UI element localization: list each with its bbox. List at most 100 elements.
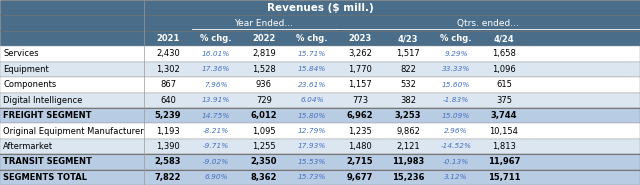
Text: 3,253: 3,253 (395, 111, 421, 120)
Text: -9.71%: -9.71% (203, 143, 229, 149)
Text: 6,012: 6,012 (251, 111, 277, 120)
Text: 10,154: 10,154 (490, 127, 518, 136)
Text: Original Equipment Manufacturer: Original Equipment Manufacturer (3, 127, 144, 136)
Text: 1,255: 1,255 (252, 142, 276, 151)
Text: 15.09%: 15.09% (442, 113, 470, 119)
Text: 2,121: 2,121 (396, 142, 420, 151)
Text: 4/23: 4/23 (397, 34, 419, 43)
Text: Aftermarket: Aftermarket (3, 142, 53, 151)
Text: Qtrs. ended...: Qtrs. ended... (457, 19, 519, 28)
Text: % chg.: % chg. (200, 34, 232, 43)
Text: 17.93%: 17.93% (298, 143, 326, 149)
Text: % chg.: % chg. (296, 34, 328, 43)
Text: 1,658: 1,658 (492, 49, 516, 58)
Text: 2,819: 2,819 (252, 49, 276, 58)
Text: 2023: 2023 (348, 34, 372, 43)
Text: 375: 375 (496, 96, 512, 105)
Bar (0, 123, 640, 139)
Text: 15.84%: 15.84% (298, 66, 326, 72)
Text: 4/24: 4/24 (493, 34, 515, 43)
Text: -0.13%: -0.13% (443, 159, 469, 165)
Text: % chg.: % chg. (440, 34, 472, 43)
Text: 9,862: 9,862 (396, 127, 420, 136)
Text: 3,744: 3,744 (491, 111, 517, 120)
Text: 14.75%: 14.75% (202, 113, 230, 119)
Text: 33.33%: 33.33% (442, 66, 470, 72)
Text: 11,983: 11,983 (392, 157, 424, 166)
Text: 936: 936 (256, 80, 272, 89)
Text: Services: Services (3, 49, 39, 58)
Bar (0, 77, 640, 92)
Text: 9.29%: 9.29% (444, 51, 468, 57)
Text: 822: 822 (400, 65, 416, 74)
Text: 6,962: 6,962 (347, 111, 373, 120)
Text: 729: 729 (256, 96, 272, 105)
Text: 615: 615 (496, 80, 512, 89)
Text: 6.90%: 6.90% (204, 174, 228, 180)
Text: 1,095: 1,095 (252, 127, 276, 136)
Text: 1,302: 1,302 (156, 65, 180, 74)
Text: 2,430: 2,430 (156, 49, 180, 58)
Text: 16.01%: 16.01% (202, 51, 230, 57)
Text: 1,157: 1,157 (348, 80, 372, 89)
Text: Year Ended...: Year Ended... (234, 19, 294, 28)
Text: -9.02%: -9.02% (203, 159, 229, 165)
Text: -8.21%: -8.21% (203, 128, 229, 134)
Text: 3.12%: 3.12% (444, 174, 468, 180)
Text: 2,715: 2,715 (347, 157, 373, 166)
Text: 773: 773 (352, 96, 368, 105)
Text: 1,517: 1,517 (396, 49, 420, 58)
Text: FREIGHT SEGMENT: FREIGHT SEGMENT (3, 111, 92, 120)
Text: TRANSIT SEGMENT: TRANSIT SEGMENT (3, 157, 92, 166)
Bar (0, 31, 640, 46)
Text: 15.53%: 15.53% (298, 159, 326, 165)
Text: 1,096: 1,096 (492, 65, 516, 74)
Text: 2,583: 2,583 (155, 157, 181, 166)
Text: 15,236: 15,236 (392, 173, 424, 182)
Text: 12.79%: 12.79% (298, 128, 326, 134)
Text: 1,770: 1,770 (348, 65, 372, 74)
Text: Digital Intelligence: Digital Intelligence (3, 96, 83, 105)
Text: 23.61%: 23.61% (298, 82, 326, 88)
Text: 9,677: 9,677 (347, 173, 373, 182)
Bar (0, 108, 640, 123)
Text: 1,480: 1,480 (348, 142, 372, 151)
Text: 13.91%: 13.91% (202, 97, 230, 103)
Text: 532: 532 (400, 80, 416, 89)
Bar (0, 170, 640, 185)
Bar (0, 15, 640, 31)
Text: 15.73%: 15.73% (298, 174, 326, 180)
Bar (0, 154, 640, 170)
Text: 7.96%: 7.96% (204, 82, 228, 88)
Text: 640: 640 (160, 96, 176, 105)
Text: 7,822: 7,822 (155, 173, 181, 182)
Text: 15,711: 15,711 (488, 173, 520, 182)
Text: 8,362: 8,362 (251, 173, 277, 182)
Text: Revenues ($ mill.): Revenues ($ mill.) (267, 3, 373, 13)
Text: 1,528: 1,528 (252, 65, 276, 74)
Text: -1.83%: -1.83% (443, 97, 469, 103)
Text: 17.36%: 17.36% (202, 66, 230, 72)
Bar (0, 46, 640, 62)
Text: 382: 382 (400, 96, 416, 105)
Bar (0, 139, 640, 154)
Text: 867: 867 (160, 80, 176, 89)
Text: -14.52%: -14.52% (440, 143, 472, 149)
Text: 2021: 2021 (156, 34, 180, 43)
Text: 3,262: 3,262 (348, 49, 372, 58)
Text: 2.96%: 2.96% (444, 128, 468, 134)
Text: 1,235: 1,235 (348, 127, 372, 136)
Text: SEGMENTS TOTAL: SEGMENTS TOTAL (3, 173, 87, 182)
Text: 2022: 2022 (252, 34, 276, 43)
Text: Components: Components (3, 80, 56, 89)
Bar (0, 62, 640, 77)
Text: 5,239: 5,239 (155, 111, 181, 120)
Text: 11,967: 11,967 (488, 157, 520, 166)
Text: Equipment: Equipment (3, 65, 49, 74)
Text: 15.71%: 15.71% (298, 51, 326, 57)
Text: 1,193: 1,193 (156, 127, 180, 136)
Bar (0, 0, 640, 15)
Bar (0, 92, 640, 108)
Text: 6.04%: 6.04% (300, 97, 324, 103)
Text: 2,350: 2,350 (251, 157, 277, 166)
